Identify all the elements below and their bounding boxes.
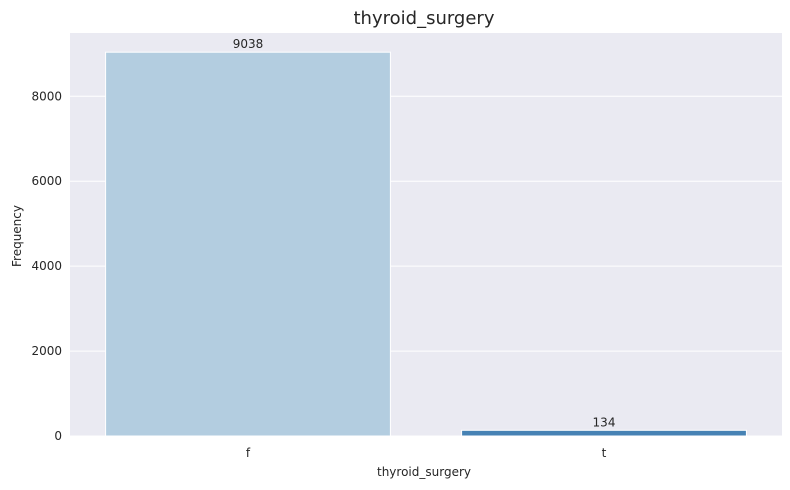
y-tick-label: 2000 [31,344,62,358]
x-axis-label: thyroid_surgery [377,465,471,479]
bars [105,51,747,437]
x-tick-label: f [246,446,251,460]
x-tick-label: t [602,446,607,460]
y-tick-labels: 0 2000 4000 6000 8000 [31,89,62,443]
bar-f [105,51,391,437]
data-labels: 9038 134 [233,37,616,429]
y-tick-label: 4000 [31,259,62,273]
data-label-f: 9038 [233,37,264,51]
y-tick-label: 6000 [31,174,62,188]
y-tick-label: 8000 [31,89,62,103]
data-label-t: 134 [593,415,616,429]
bar-t [461,429,747,437]
chart-title: thyroid_surgery [354,8,495,29]
y-axis-label: Frequency [10,205,24,267]
y-tick-label: 0 [54,429,62,443]
